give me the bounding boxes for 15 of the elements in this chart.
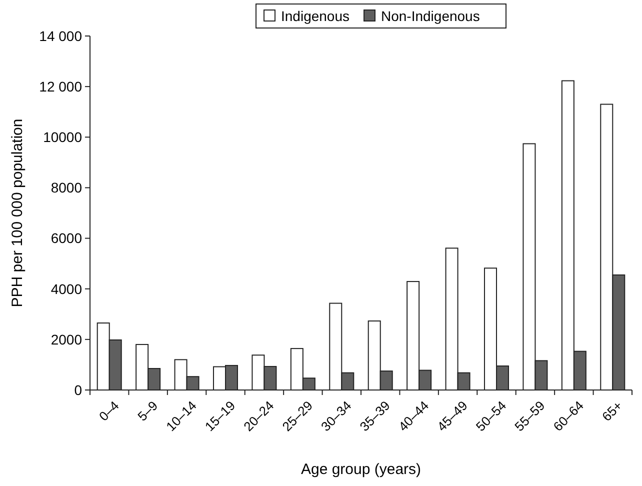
legend-label: Indigenous [281,8,350,24]
x-axis-title: Age group (years) [300,461,422,478]
x-tick-label: 5–9 [134,398,161,424]
y-tick-label: 8000 [50,180,82,196]
y-tick-label: 4000 [50,280,82,297]
legend-label: Non-Indigenous [381,8,480,24]
y-tick-label: 14 000 [39,28,82,44]
x-tick-label: 0–4 [96,398,122,424]
y-tick-label: 10000 [43,129,82,146]
x-tick-label: 65+ [598,398,626,424]
y-tick-label: 6000 [50,230,82,246]
y-axis-title: PPH per 100 000 population [9,118,26,308]
y-tick-label: 2000 [50,331,82,348]
y-tick-label: 12 000 [39,78,82,94]
y-tick-label: 0 [74,382,82,398]
